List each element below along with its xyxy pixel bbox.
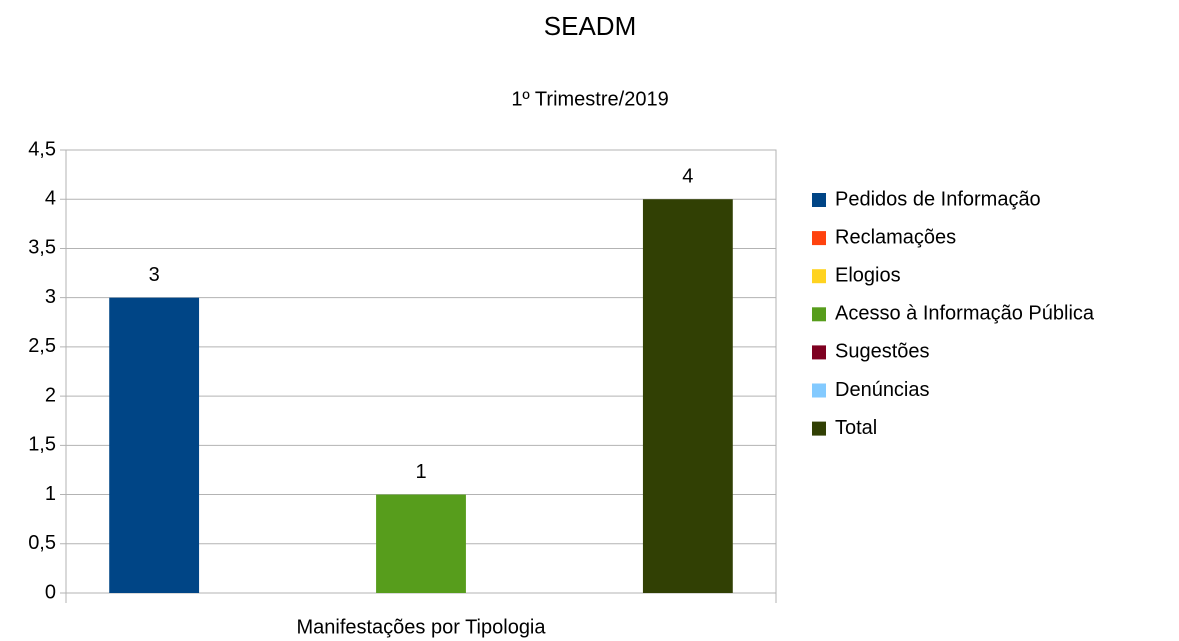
legend-label: Elogios xyxy=(835,264,901,286)
y-tick-label: 2 xyxy=(45,384,56,406)
legend-swatch xyxy=(812,269,826,284)
bar xyxy=(109,297,200,593)
y-tick-label: 1,5 xyxy=(28,434,56,456)
chart-subtitle: 1º Trimestre/2019 xyxy=(511,88,668,110)
legend-label: Pedidos de Informação xyxy=(835,188,1041,210)
legend-swatch xyxy=(812,345,826,360)
bar xyxy=(376,494,466,593)
legend-swatch xyxy=(812,421,826,436)
bar xyxy=(642,199,733,593)
legend-swatch xyxy=(812,231,826,246)
y-tick-label: 0,5 xyxy=(28,532,56,554)
y-tick-label: 0 xyxy=(45,581,56,603)
legend-label: Total xyxy=(835,417,877,439)
data-label: 4 xyxy=(682,166,693,188)
x-axis-label: Manifestações por Tipologia xyxy=(296,616,546,638)
legend-label: Reclamações xyxy=(835,226,956,248)
legend-swatch xyxy=(812,193,826,207)
legend-label: Sugestões xyxy=(835,341,930,363)
legend-label: Denúncias xyxy=(835,379,930,401)
legend-swatch xyxy=(812,307,826,322)
legend-label: Acesso à Informação Pública xyxy=(835,303,1095,325)
legend-swatch xyxy=(812,383,826,398)
chart-title: SEADM xyxy=(544,11,636,41)
y-tick-label: 3 xyxy=(45,286,56,308)
y-tick-label: 3,5 xyxy=(28,237,56,259)
y-tick-label: 4,5 xyxy=(28,138,56,160)
data-label: 1 xyxy=(415,461,426,483)
data-label: 3 xyxy=(149,264,160,286)
y-tick-label: 4 xyxy=(45,188,56,210)
y-tick-label: 2,5 xyxy=(28,335,56,357)
y-tick-label: 1 xyxy=(45,483,56,505)
